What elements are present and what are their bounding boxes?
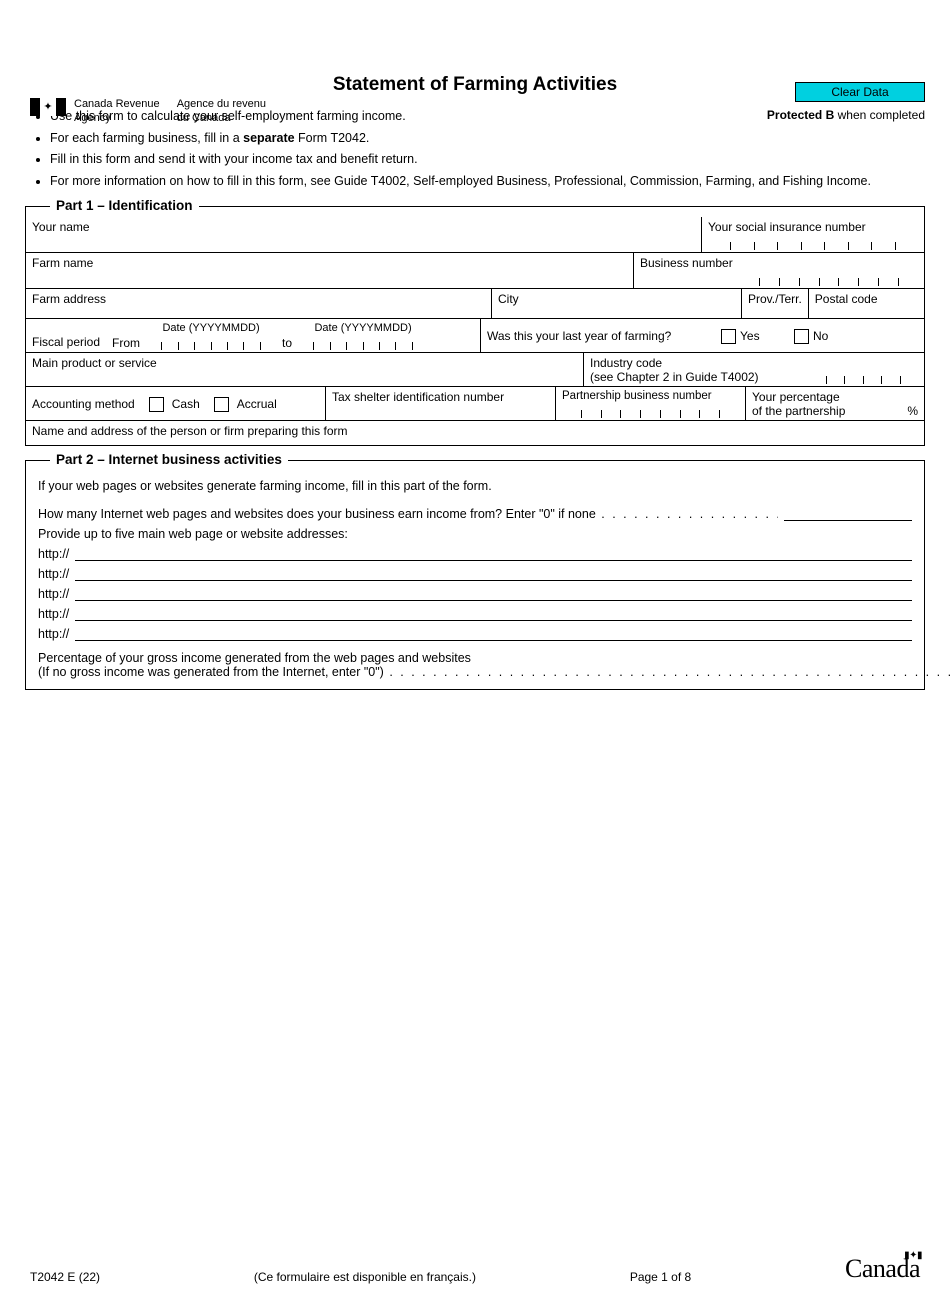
part2-legend: Part 2 – Internet business activities <box>50 452 288 467</box>
instruction-item: For more information on how to fill in t… <box>50 173 920 191</box>
pct-label-1: Percentage of your gross income generate… <box>38 651 950 665</box>
instruction-item: Fill in this form and send it with your … <box>50 151 920 169</box>
url-input-3[interactable]: http:// <box>38 587 912 601</box>
yes-checkbox[interactable] <box>721 329 736 344</box>
fiscal-period-field[interactable]: Fiscal period From Date (YYYYMMDD) to Da… <box>26 319 481 353</box>
main-product-field[interactable]: Main product or service <box>26 353 584 387</box>
farm-address-field[interactable]: Farm address <box>26 289 492 319</box>
part2-count-label: How many Internet web pages and websites… <box>38 507 778 521</box>
url-input-5[interactable]: http:// <box>38 627 912 641</box>
agency-fr-1: Agence du revenu <box>177 98 266 110</box>
postal-field[interactable]: Postal code <box>809 289 924 319</box>
no-checkbox[interactable] <box>794 329 809 344</box>
agency-header: ✦ Canada Revenue Agency Agence du revenu… <box>30 98 280 126</box>
url-input-2[interactable]: http:// <box>38 567 912 581</box>
part1-legend: Part 1 – Identification <box>50 198 199 213</box>
preparer-field[interactable]: Name and address of the person or firm p… <box>26 421 924 445</box>
accounting-method-field: Accounting method Cash Accrual <box>26 387 326 421</box>
farm-name-field[interactable]: Farm name <box>26 253 634 289</box>
canada-flag-icon: ✦ <box>30 98 66 116</box>
agency-en-1: Canada Revenue <box>74 98 160 110</box>
url-input-4[interactable]: http:// <box>38 607 912 621</box>
website-count-input[interactable] <box>784 509 912 521</box>
accrual-checkbox[interactable] <box>214 397 229 412</box>
protected-label: Protected B when completed <box>767 108 925 122</box>
instruction-item: For each farming business, fill in a sep… <box>50 130 920 148</box>
sin-field[interactable]: Your social insurance number <box>702 217 924 253</box>
partnership-pct-field[interactable]: Your percentage of the partnership % <box>746 387 924 421</box>
page-footer: T2042 E (22) (Ce formulaire est disponib… <box>0 1254 950 1284</box>
pct-label-2: (If no gross income was generated from t… <box>38 665 950 679</box>
french-note: (Ce formulaire est disponible en françai… <box>254 1270 476 1284</box>
cash-checkbox[interactable] <box>149 397 164 412</box>
agency-fr-2: du Canada <box>177 112 231 124</box>
agency-en-2: Agency <box>74 112 111 124</box>
last-year-field: Was this your last year of farming? Yes … <box>481 319 924 353</box>
city-field[interactable]: City <box>492 289 742 319</box>
part2-section: Part 2 – Internet business activities If… <box>25 460 925 690</box>
business-number-field[interactable]: Business number <box>634 253 924 289</box>
prov-field[interactable]: Prov./Terr. <box>742 289 809 319</box>
form-number: T2042 E (22) <box>30 1270 100 1284</box>
partnership-bn-field[interactable]: Partnership business number <box>556 387 746 421</box>
canada-wordmark: Canada▮✦▮ <box>845 1254 920 1284</box>
part2-provide: Provide up to five main web page or webs… <box>38 527 912 541</box>
tax-shelter-field[interactable]: Tax shelter identification number <box>326 387 556 421</box>
clear-data-button[interactable]: Clear Data <box>795 82 925 102</box>
industry-code-field[interactable]: Industry code (see Chapter 2 in Guide T4… <box>584 353 924 387</box>
part1-section: Part 1 – Identification Your name Your s… <box>25 206 925 446</box>
part2-intro: If your web pages or websites generate f… <box>38 479 912 493</box>
protected-rest: when completed <box>834 108 925 122</box>
wordmark-flag-icon: ▮✦▮ <box>904 1250 922 1261</box>
url-input-1[interactable]: http:// <box>38 547 912 561</box>
protected-bold: Protected B <box>767 108 834 122</box>
your-name-field[interactable]: Your name <box>26 217 702 253</box>
page-number: Page 1 of 8 <box>630 1270 691 1284</box>
